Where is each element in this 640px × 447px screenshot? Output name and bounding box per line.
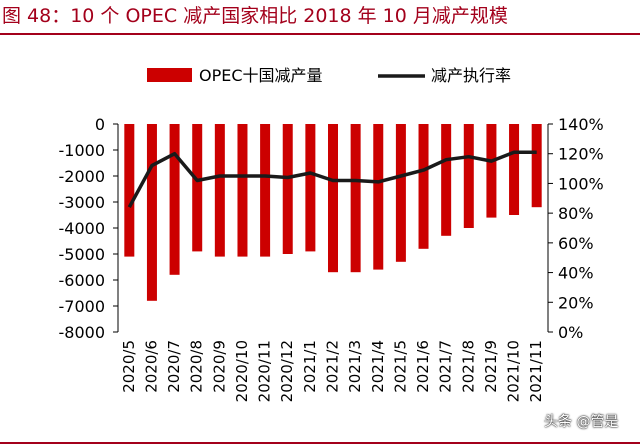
watermark: 头条 @管是 [544, 414, 619, 430]
legend-bar-label: OPEC十国减产量 [199, 66, 323, 85]
chart-legend: OPEC十国减产量 减产执行率 [147, 66, 511, 85]
x-tick-label: 2020/5 [120, 340, 138, 393]
bar [350, 124, 361, 273]
y-left-tick-label: -6000 [59, 271, 106, 290]
plot-area: 0 -1000 -2000 -3000 -4000 -5000 -6000 -7000 -800… [59, 115, 604, 402]
x-tick-label: 2021/8 [459, 340, 477, 393]
y-left-tick-label: -4000 [59, 219, 106, 238]
y-right-tick-label: 40% [558, 264, 594, 283]
x-tick-label: 2021/2 [324, 340, 342, 393]
chart-title: 图 48：10 个 OPEC 减产国家相比 2018 年 10 月减产规模 [2, 5, 508, 27]
x-tick-label: 2020/11 [256, 340, 274, 402]
x-tick-label: 2020/6 [142, 340, 160, 393]
bar [282, 124, 293, 254]
bar [441, 124, 452, 236]
y-right-tick-label: 140% [558, 115, 604, 134]
chart-canvas: OPEC十国减产量 减产执行率 0 -1000 -2000 -3000 -4000 -50… [59, 66, 604, 402]
x-tick-label: 2021/4 [369, 340, 387, 393]
x-tick-label: 2021/9 [482, 340, 500, 393]
bar [305, 124, 316, 252]
bar [214, 124, 225, 257]
bar [169, 124, 180, 275]
x-tick-label: 2020/8 [188, 340, 206, 393]
x-tick-label: 2021/6 [414, 340, 432, 393]
title-divider [0, 33, 640, 35]
bar [237, 124, 248, 257]
y-right-tick-label: 60% [558, 234, 594, 253]
bar [531, 124, 542, 208]
bar [328, 124, 338, 273]
x-tick-label: 2020/9 [210, 340, 228, 393]
y-left-tick-label: -1000 [59, 141, 106, 160]
x-tick-label: 2021/5 [391, 340, 409, 393]
x-tick-label: 2021/10 [505, 340, 523, 402]
y-left-tick-label: -8000 [59, 323, 106, 342]
y-right-tick-label: 100% [558, 174, 604, 193]
legend-bar-swatch [147, 68, 192, 82]
y-right-tick-label: 120% [558, 145, 604, 164]
bar [146, 124, 157, 301]
execution-rate-line [127, 150, 537, 209]
y-left-tick-label: -5000 [59, 245, 106, 264]
bar [486, 124, 497, 218]
bar [418, 124, 429, 249]
bar [373, 124, 384, 270]
bar [463, 124, 474, 228]
x-tick-label: 2021/1 [301, 340, 319, 393]
y-left-tick-label: -7000 [59, 297, 106, 316]
x-tick-label: 2021/11 [527, 340, 545, 402]
y-right-tick-label: 20% [558, 293, 594, 312]
y-right-tick-label: 80% [558, 204, 594, 223]
x-tick-label: 2021/7 [437, 340, 455, 393]
bar [124, 124, 135, 257]
footer-divider [0, 442, 640, 444]
bar [395, 124, 406, 262]
legend-line-label: 减产执行率 [431, 66, 511, 85]
y-left-tick-label: -3000 [59, 193, 106, 212]
x-tick-label: 2020/12 [278, 340, 296, 402]
bar [192, 124, 203, 252]
bar [260, 124, 271, 257]
x-tick-label: 2020/10 [233, 340, 251, 402]
y-left-tick-label: -2000 [59, 167, 106, 186]
y-right-tick-label: 0% [558, 323, 583, 342]
x-tick-label: 2020/7 [165, 340, 183, 393]
x-tick-label: 2021/3 [346, 340, 364, 393]
y-left-tick-label: 0 [95, 115, 105, 134]
bar [509, 124, 520, 215]
